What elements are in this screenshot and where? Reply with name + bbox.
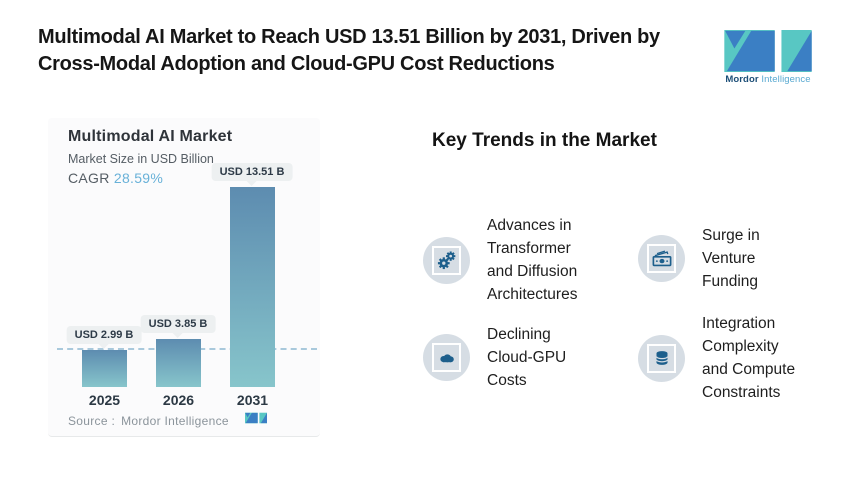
trend-line: Architectures [487,286,578,303]
trend-line: Venture [702,250,756,267]
market-size-chart-card: Multimodal AI Market Market Size in USD … [48,118,320,437]
trend-line: Funding [702,273,759,290]
trends-heading: Key Trends in the Market [432,130,657,151]
trend-line: Integration [702,315,776,332]
source-label: Source : [68,414,116,428]
database-icon [655,351,668,365]
trend-line: Costs [487,372,527,389]
trend-icon-circle [638,334,685,382]
trend-label: Advances in Transformer and Diffusion Ar… [487,214,577,306]
icon-frame [432,245,461,275]
mordor-logo-mark-small-icon [245,412,267,424]
trend-line: Declining [487,326,551,343]
banknote-icon [652,250,671,266]
axis-label-2031: 2031 [236,392,269,408]
axis-label-2026: 2026 [162,392,195,408]
trend-line: Complexity [702,338,779,355]
mordor-intelligence-logo: Mordor Intelligence [722,30,814,85]
bar-2026 [156,339,201,387]
trend-label: Surge in Venture Funding [702,224,760,293]
logo-wordmark-primary: Mordor [725,74,759,85]
gears-icon [437,251,455,270]
trend-icon-circle [638,235,685,282]
trend-item-integration-complexity: Integration Complexity and Compute Const… [638,312,838,404]
bar-2031 [230,187,275,387]
cloud-icon [439,353,454,362]
trend-line: Advances in [487,217,572,234]
mordor-logo-mark-small [245,412,267,424]
logo-wordmark-secondary: Intelligence [761,74,811,85]
value-label-2031: USD 13.51 B [211,163,293,181]
trend-label: Declining Cloud-GPU Costs [487,323,566,392]
trend-icon-circle [423,334,470,381]
cagr-label: CAGR [68,170,110,186]
chart-subtitle: Market Size in USD Billion [68,152,214,166]
axis-label-2025: 2025 [88,392,121,408]
source-value: Mordor Intelligence [121,414,229,428]
trend-label: Integration Complexity and Compute Const… [702,312,795,404]
mordor-logo-mark-icon [724,30,812,72]
trend-item-venture-funding: Surge in Venture Funding [638,224,828,293]
icon-frame [432,343,461,372]
icon-frame [647,244,676,273]
logo-wordmark: Mordor Intelligence [722,74,814,85]
trend-line: and Diffusion [487,263,578,280]
trend-item-cloud-gpu-costs: Declining Cloud-GPU Costs [423,323,613,392]
trend-line: Constraints [702,384,781,401]
page-title: Multimodal AI Market to Reach USD 13.51 … [38,24,708,78]
chart-cagr: CAGR 28.59% [68,170,163,186]
value-label-2026: USD 3.85 B [140,315,216,333]
page-title-line1: Multimodal AI Market to Reach USD 13.51 … [38,26,660,48]
trend-line: Transformer [487,240,571,257]
page-title-line2: Cross-Modal Adoption and Cloud-GPU Cost … [38,53,555,75]
value-label-2025: USD 2.99 B [66,326,142,344]
cagr-value: 28.59% [113,170,164,186]
trend-item-transformer-diffusion: Advances in Transformer and Diffusion Ar… [423,214,613,306]
trend-line: Surge in [702,227,760,244]
chart-source: Source : Mordor Intelligence [68,414,229,428]
icon-frame [647,343,676,373]
bar-2025 [82,350,127,387]
chart-title: Multimodal AI Market [68,128,233,145]
trend-line: and Compute [702,361,796,378]
trend-icon-circle [423,236,470,284]
trend-line: Cloud-GPU [487,349,567,366]
